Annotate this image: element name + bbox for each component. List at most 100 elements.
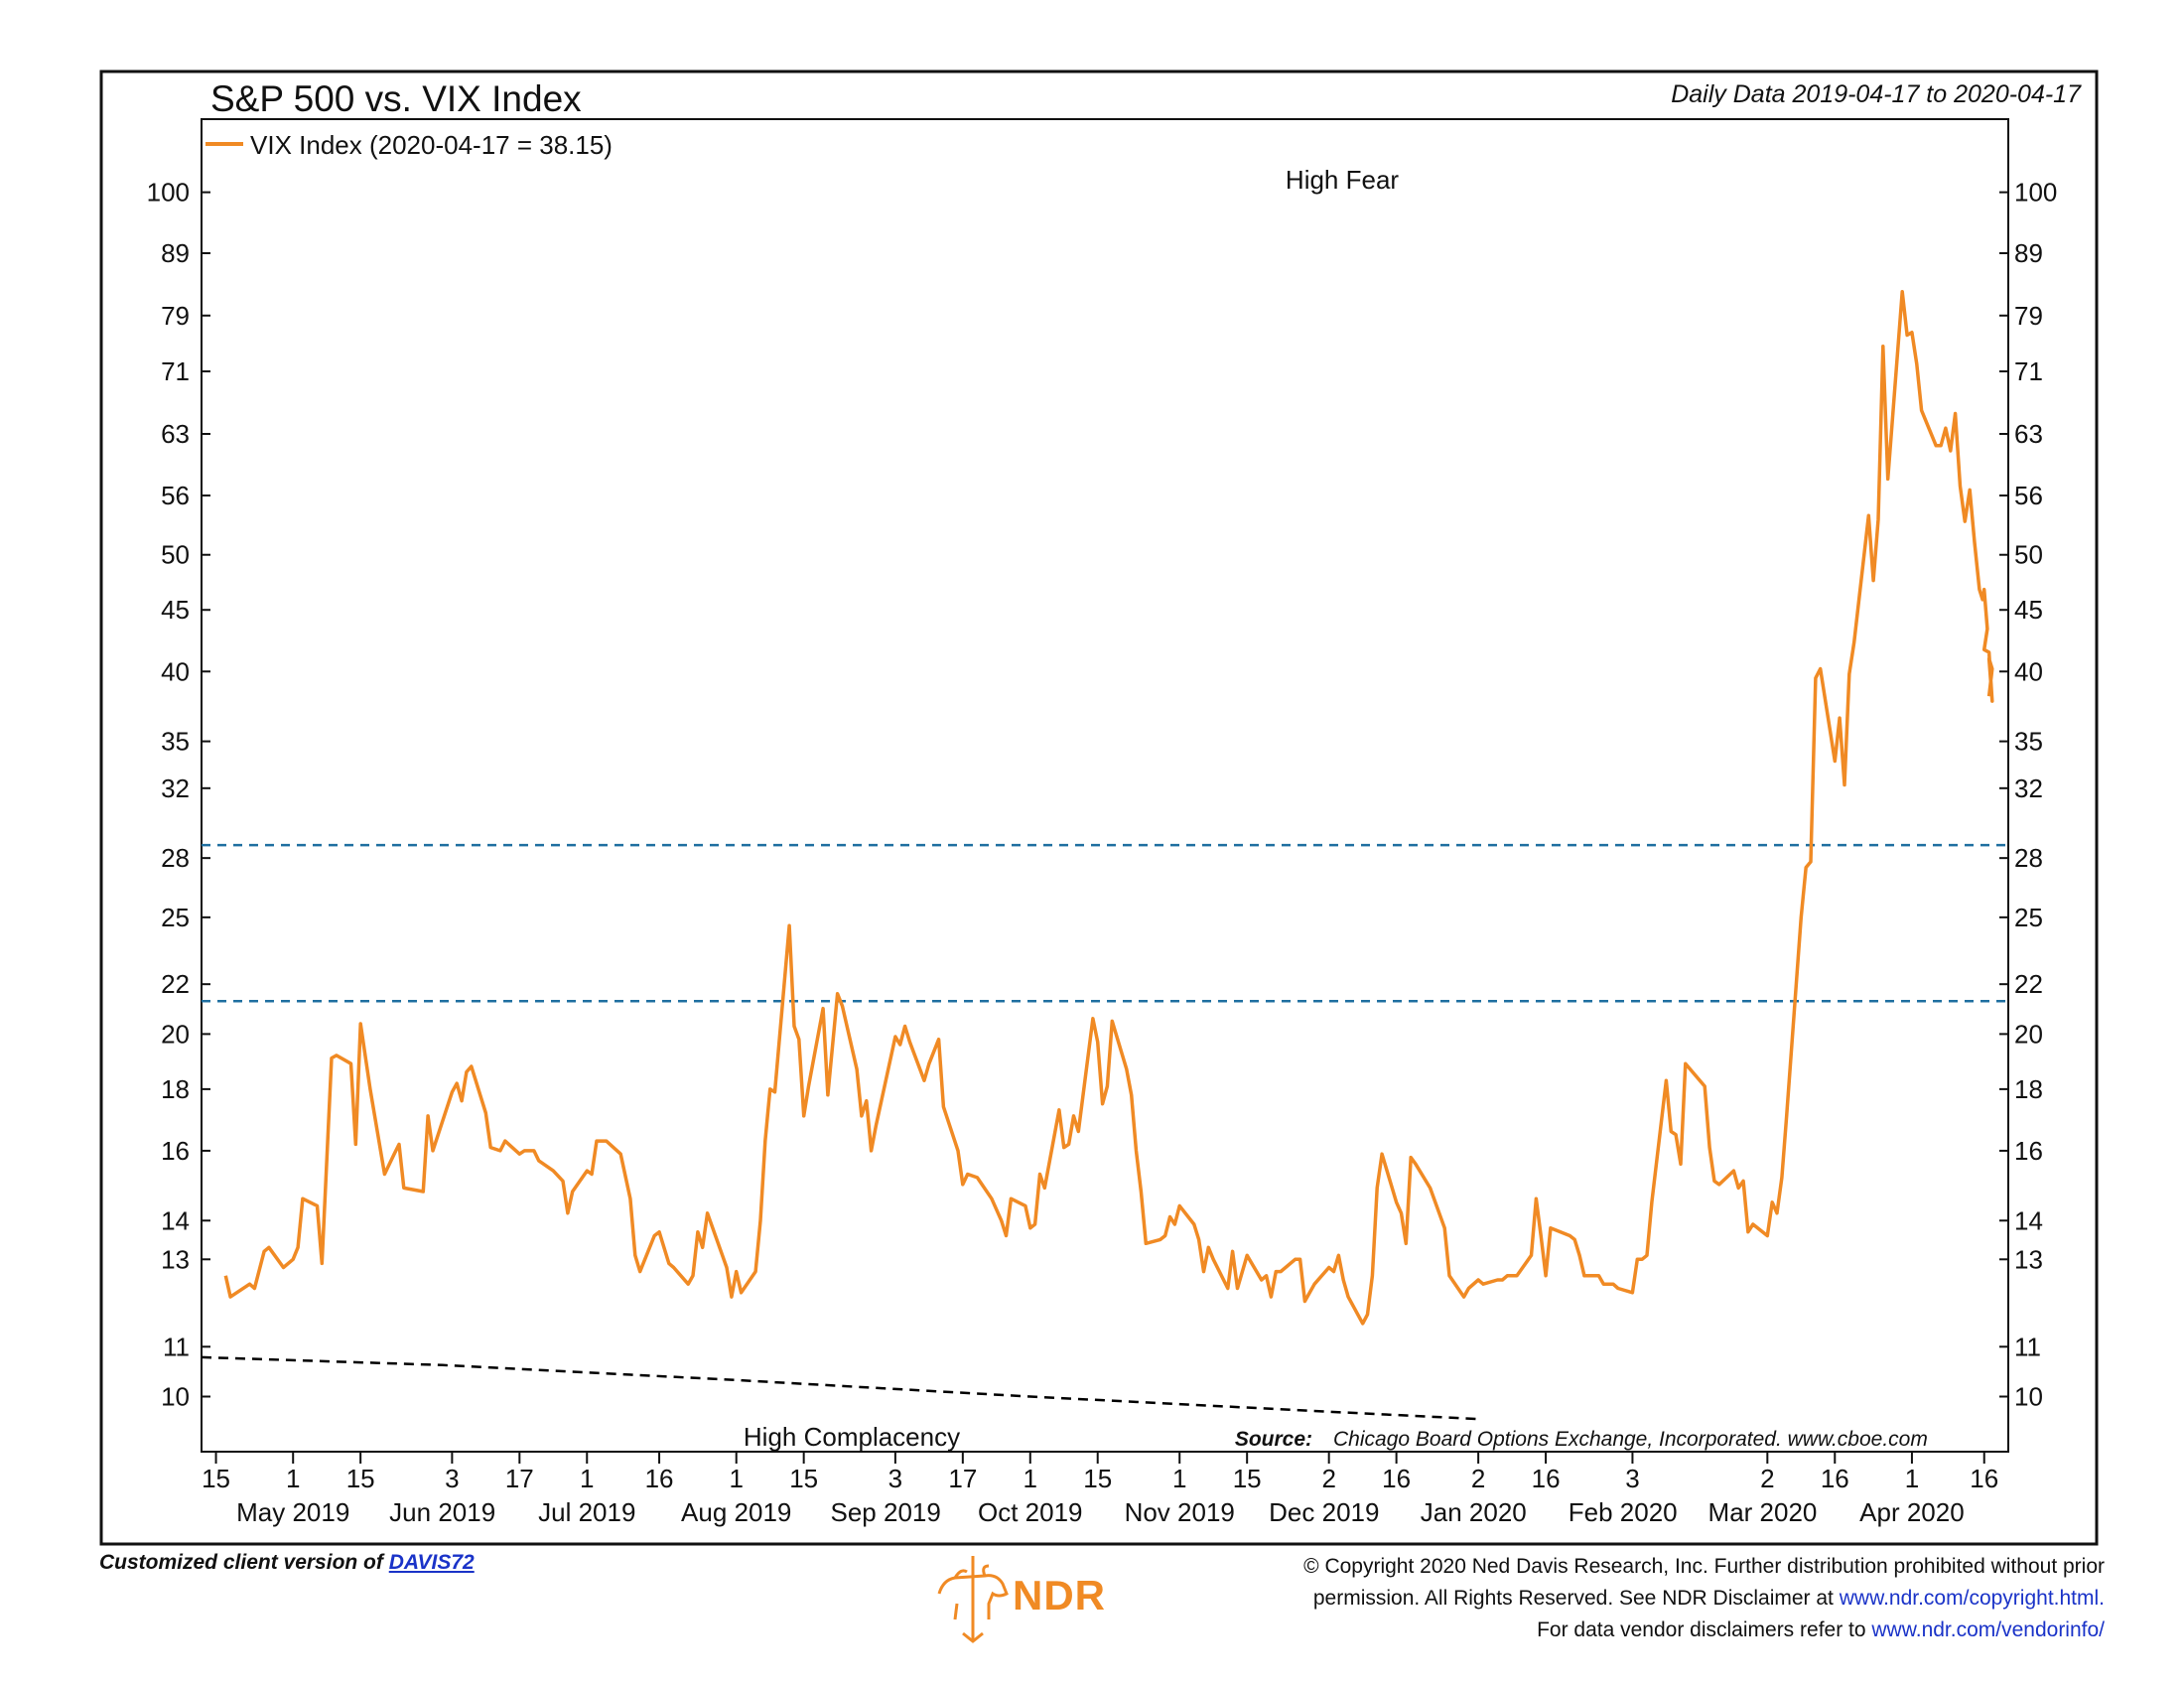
- chart-subtitle: Daily Data 2019-04-17 to 2020-04-17: [1671, 80, 2082, 108]
- y-tick-label-left: 32: [161, 774, 190, 803]
- y-tick-label-left: 63: [161, 419, 190, 449]
- source-label: Source:: [1235, 1428, 1312, 1451]
- x-tick-label: 17: [505, 1464, 534, 1493]
- davis72-link[interactable]: DAVIS72: [388, 1551, 475, 1574]
- x-tick-label: 16: [1970, 1464, 1998, 1493]
- x-tick-label: 3: [445, 1464, 459, 1493]
- x-month-label: Nov 2019: [1125, 1497, 1235, 1527]
- x-tick-label: 3: [1625, 1464, 1639, 1493]
- y-tick-label-left: 25: [161, 903, 190, 932]
- y-tick-label-left: 20: [161, 1019, 190, 1049]
- y-tick-label-left: 22: [161, 969, 190, 999]
- bull-icon: [937, 1556, 1009, 1643]
- x-tick-label: 15: [202, 1464, 230, 1493]
- outer-frame: [99, 70, 2099, 1546]
- footer-client-version: Customized client version of DAVIS72: [99, 1551, 475, 1575]
- x-tick-label: 15: [1233, 1464, 1262, 1493]
- x-month-label: Mar 2020: [1708, 1497, 1818, 1527]
- x-month-label: Apr 2020: [1859, 1497, 1965, 1527]
- x-tick-label: 1: [1172, 1464, 1186, 1493]
- y-tick-label-right: 25: [2014, 903, 2043, 932]
- x-month-label: Feb 2020: [1569, 1497, 1678, 1527]
- y-tick-label-left: 14: [161, 1205, 190, 1235]
- y-tick-label-right: 35: [2014, 727, 2043, 757]
- y-tick-label-right: 13: [2014, 1244, 2043, 1274]
- x-tick-label: 1: [286, 1464, 300, 1493]
- y-tick-label-left: 13: [161, 1244, 190, 1274]
- x-month-label: May 2019: [236, 1497, 349, 1527]
- y-tick-label-right: 32: [2014, 774, 2043, 803]
- x-month-label: Jul 2019: [538, 1497, 635, 1527]
- x-tick-label: 3: [888, 1464, 902, 1493]
- y-tick-label-left: 28: [161, 843, 190, 873]
- y-tick-label-left: 100: [147, 178, 190, 208]
- footer-copyright: © Copyright 2020 Ned Davis Research, Inc…: [1152, 1551, 2105, 1646]
- x-axis: 15 1 15 3 17 1 16 1 15 3 17 1 15 1 15 2 16 2 16 3 2 16 1 16 May …: [202, 1452, 1998, 1527]
- annotation-high-complacency: High Complacency: [744, 1422, 960, 1452]
- ndr-logo: NDR: [933, 1554, 1171, 1643]
- y-tick-label-right: 18: [2014, 1074, 2043, 1104]
- copyright-line-3-text: For data vendor disclaimers refer to: [1537, 1618, 1866, 1641]
- y-tick-label-left: 45: [161, 595, 190, 625]
- x-month-label: Dec 2019: [1269, 1497, 1379, 1527]
- y-tick-label-right: 79: [2014, 301, 2043, 331]
- x-tick-label: 1: [1024, 1464, 1037, 1493]
- y-tick-label-right: 63: [2014, 419, 2043, 449]
- x-tick-label: 1: [1905, 1464, 1919, 1493]
- y-tick-label-left: 56: [161, 481, 190, 510]
- x-month-label: Aug 2019: [681, 1497, 791, 1527]
- y-tick-label-left: 40: [161, 656, 190, 686]
- vix-series-line: [223, 289, 1994, 1326]
- x-tick-label: 16: [1532, 1464, 1561, 1493]
- y-tick-label-right: 10: [2014, 1382, 2043, 1412]
- copyright-line-1: © Copyright 2020 Ned Davis Research, Inc…: [1303, 1555, 2105, 1578]
- x-tick-label: 2: [1321, 1464, 1335, 1493]
- chart-title: S&P 500 vs. VIX Index: [210, 78, 582, 119]
- x-tick-label: 16: [1382, 1464, 1411, 1493]
- x-tick-label: 16: [645, 1464, 674, 1493]
- complacency-threshold-line: [201, 1355, 1479, 1421]
- y-tick-label-left: 79: [161, 301, 190, 331]
- x-month-label: Sep 2019: [831, 1497, 941, 1527]
- series-layer: [201, 289, 1994, 1421]
- x-tick-label: 16: [1821, 1464, 1849, 1493]
- x-tick-label: 17: [948, 1464, 977, 1493]
- x-tick-label: 2: [1471, 1464, 1485, 1493]
- x-tick-label: 15: [789, 1464, 818, 1493]
- reference-lines: [202, 843, 2008, 1003]
- y-tick-label-right: 22: [2014, 969, 2043, 999]
- y-tick-label-right: 89: [2014, 238, 2043, 268]
- y-tick-label-left: 10: [161, 1382, 190, 1412]
- x-tick-label: 1: [729, 1464, 743, 1493]
- y-tick-label-right: 11: [2014, 1332, 2041, 1361]
- y-tick-label-right: 56: [2014, 481, 2043, 510]
- legend-label: VIX Index (2020-04-17 = 38.15): [250, 130, 613, 160]
- y-tick-label-left: 11: [163, 1332, 190, 1361]
- copyright-line-2-text: permission. All Rights Reserved. See NDR…: [1312, 1587, 1834, 1610]
- source-text: Chicago Board Options Exchange, Incorpor…: [1333, 1428, 1928, 1451]
- x-month-label: Oct 2019: [978, 1497, 1083, 1527]
- y-tick-label-left: 89: [161, 238, 190, 268]
- x-tick-label: 15: [346, 1464, 375, 1493]
- y-tick-label-right: 40: [2014, 656, 2043, 686]
- copyright-line-3: For data vendor disclaimers refer to www…: [1152, 1615, 2105, 1646]
- y-tick-label-left: 71: [161, 356, 190, 386]
- y-tick-label-right: 100: [2014, 178, 2057, 208]
- copyright-line-2: permission. All Rights Reserved. See NDR…: [1152, 1583, 2105, 1615]
- y-tick-label-left: 18: [161, 1074, 190, 1104]
- y-tick-label-right: 50: [2014, 540, 2043, 570]
- y-tick-label-right: 16: [2014, 1136, 2043, 1166]
- y-tick-label-right: 20: [2014, 1019, 2043, 1049]
- copyright-link[interactable]: www.ndr.com/copyright.html.: [1839, 1587, 2105, 1610]
- y-tick-label-right: 45: [2014, 595, 2043, 625]
- y-tick-label-right: 28: [2014, 843, 2043, 873]
- ndr-logo-text: NDR: [1013, 1572, 1106, 1618]
- x-tick-label: 1: [580, 1464, 594, 1493]
- y-tick-label-left: 35: [161, 727, 190, 757]
- vendorinfo-link[interactable]: www.ndr.com/vendorinfo/: [1871, 1618, 2105, 1641]
- x-tick-label: 15: [1083, 1464, 1112, 1493]
- x-tick-label: 2: [1760, 1464, 1774, 1493]
- x-month-label: Jan 2020: [1421, 1497, 1527, 1527]
- y-axis-right: 10 11 13 14 16 18 20 22 25 28 32 35 40 45 50 56 63 71 79 89…: [1999, 178, 2057, 1412]
